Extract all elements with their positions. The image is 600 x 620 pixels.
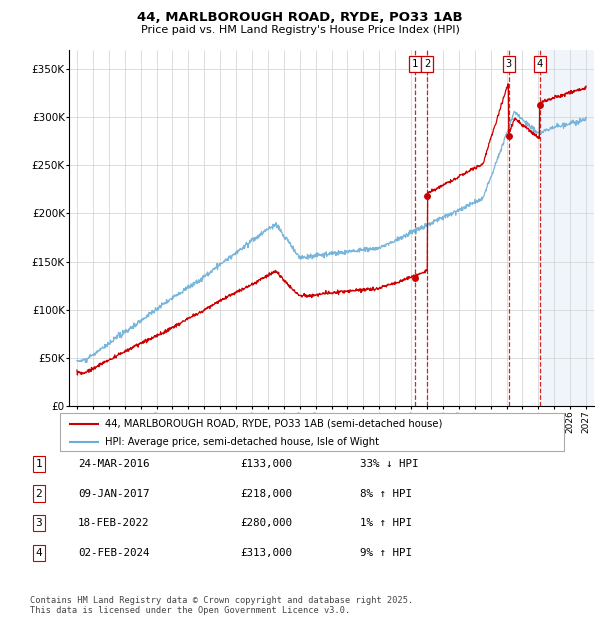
- Text: £280,000: £280,000: [240, 518, 292, 528]
- Text: 09-JAN-2017: 09-JAN-2017: [78, 489, 149, 498]
- Text: Price paid vs. HM Land Registry's House Price Index (HPI): Price paid vs. HM Land Registry's House …: [140, 25, 460, 35]
- Text: Contains HM Land Registry data © Crown copyright and database right 2025.
This d: Contains HM Land Registry data © Crown c…: [30, 596, 413, 615]
- Text: £218,000: £218,000: [240, 489, 292, 498]
- Text: 2: 2: [35, 489, 43, 498]
- Text: 24-MAR-2016: 24-MAR-2016: [78, 459, 149, 469]
- Text: 3: 3: [35, 518, 43, 528]
- Text: 44, MARLBOROUGH ROAD, RYDE, PO33 1AB: 44, MARLBOROUGH ROAD, RYDE, PO33 1AB: [137, 11, 463, 24]
- Text: 4: 4: [536, 59, 543, 69]
- Text: 4: 4: [35, 548, 43, 558]
- Bar: [540, 50, 594, 406]
- Text: 1% ↑ HPI: 1% ↑ HPI: [360, 518, 412, 528]
- Text: 02-FEB-2024: 02-FEB-2024: [78, 548, 149, 558]
- Text: HPI: Average price, semi-detached house, Isle of Wight: HPI: Average price, semi-detached house,…: [106, 436, 379, 447]
- Text: 1: 1: [35, 459, 43, 469]
- Text: 3: 3: [505, 59, 512, 69]
- Text: 1: 1: [412, 59, 418, 69]
- Text: £313,000: £313,000: [240, 548, 292, 558]
- Text: £133,000: £133,000: [240, 459, 292, 469]
- Text: 2: 2: [424, 59, 431, 69]
- Text: 9% ↑ HPI: 9% ↑ HPI: [360, 548, 412, 558]
- Text: 8% ↑ HPI: 8% ↑ HPI: [360, 489, 412, 498]
- Text: 33% ↓ HPI: 33% ↓ HPI: [360, 459, 419, 469]
- Text: 44, MARLBOROUGH ROAD, RYDE, PO33 1AB (semi-detached house): 44, MARLBOROUGH ROAD, RYDE, PO33 1AB (se…: [106, 418, 443, 428]
- Text: 18-FEB-2022: 18-FEB-2022: [78, 518, 149, 528]
